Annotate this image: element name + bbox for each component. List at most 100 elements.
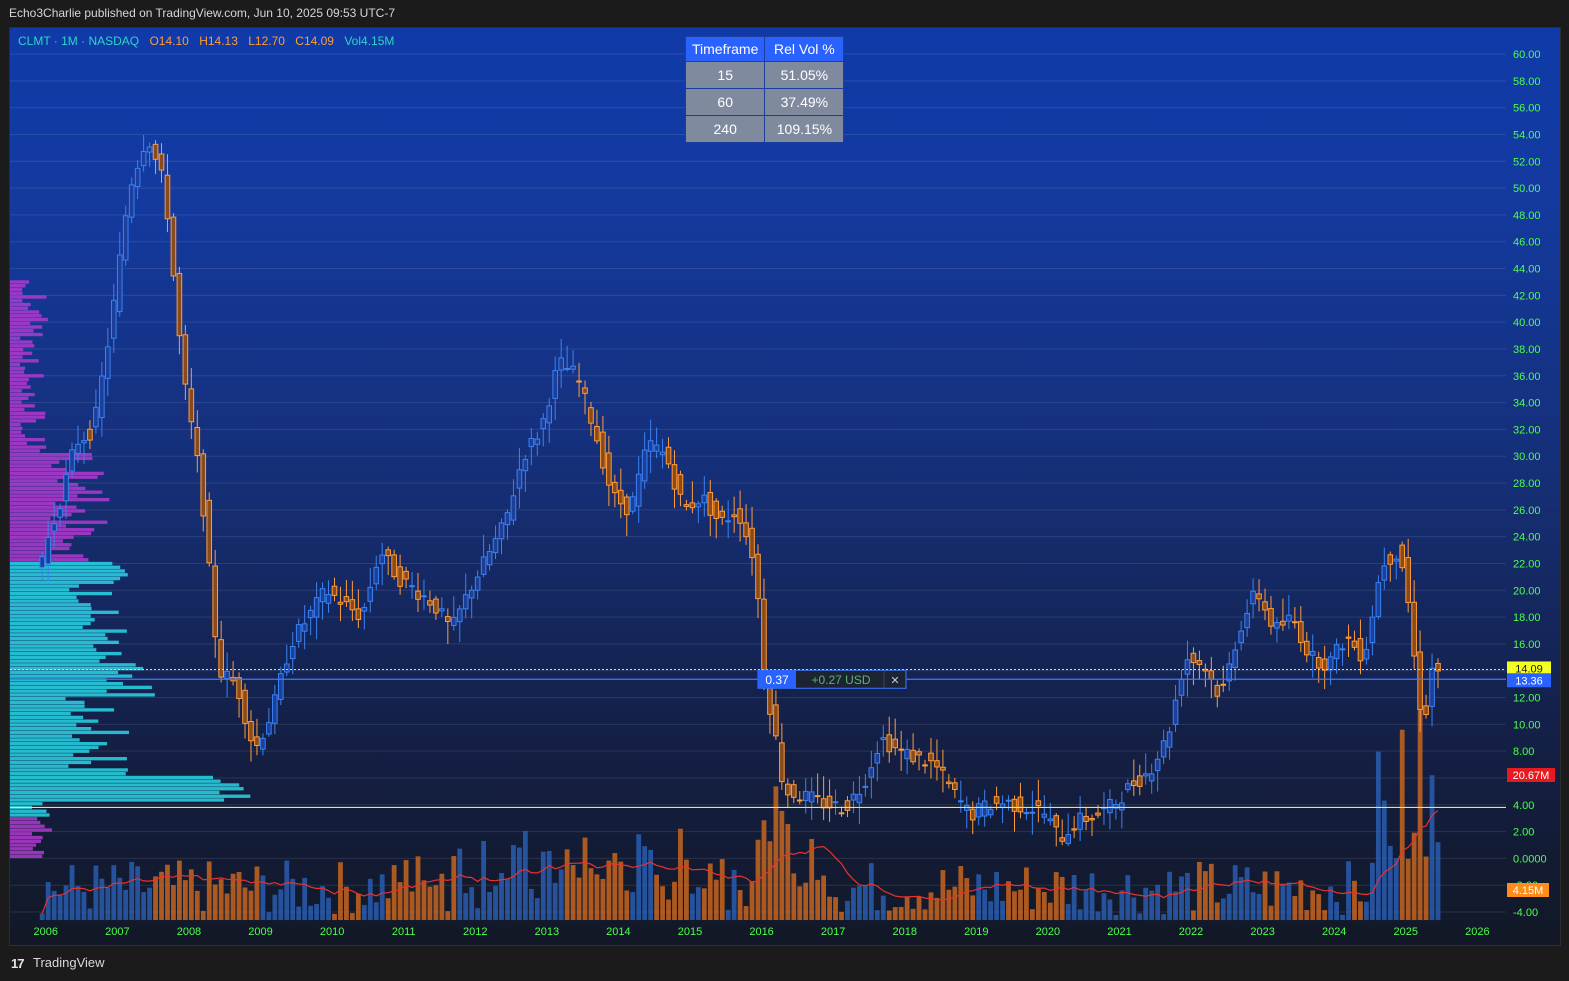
candle-body bbox=[1160, 740, 1167, 758]
candle-body bbox=[743, 522, 749, 538]
profile-bar bbox=[10, 775, 214, 780]
time-tick-label: 2025 bbox=[1394, 926, 1418, 938]
chart-pane[interactable]: 0.37 +0.27 USD ✕ 60.00 58.00 56.00 54.00 52.00 5… bbox=[9, 27, 1561, 946]
profile-bar bbox=[10, 839, 42, 843]
time-tick-label: 2016 bbox=[749, 926, 773, 938]
candle-body bbox=[498, 522, 505, 540]
candle-body bbox=[486, 551, 493, 566]
price-chart[interactable]: 0.37 +0.27 USD ✕ 60.00 58.00 56.00 54.00 52.00 5… bbox=[10, 28, 1560, 945]
profile-bar bbox=[10, 742, 108, 746]
volume-bar bbox=[534, 898, 540, 921]
candle-body bbox=[373, 566, 380, 585]
candle-body bbox=[1071, 828, 1077, 831]
volume-bar bbox=[165, 864, 170, 921]
candle-body bbox=[409, 585, 415, 588]
publisher-line: Echo3Charlie published on TradingView.co… bbox=[9, 6, 396, 20]
candle-body bbox=[1166, 731, 1173, 748]
volume-bar bbox=[815, 879, 821, 921]
candle-body bbox=[1369, 616, 1376, 644]
volume-bar bbox=[606, 860, 612, 921]
price-tick-label: 28.00 bbox=[1513, 478, 1541, 490]
price-tick-label: -4.00 bbox=[1513, 907, 1538, 919]
volume-bar bbox=[1149, 890, 1155, 921]
volume-bar bbox=[1185, 872, 1190, 921]
candle-body bbox=[242, 689, 248, 724]
volume-bar bbox=[81, 891, 87, 921]
candle-body bbox=[1417, 651, 1423, 711]
volume-bar bbox=[988, 901, 994, 921]
candle-body bbox=[659, 451, 666, 456]
candle-body bbox=[51, 523, 57, 532]
candle-body bbox=[981, 800, 988, 817]
legend-high: H14.13 bbox=[199, 34, 238, 48]
candle-body bbox=[182, 334, 189, 385]
candle-body bbox=[1232, 649, 1238, 669]
candle-body bbox=[946, 781, 952, 785]
profile-bar bbox=[10, 817, 38, 821]
tradingview-brand[interactable]: TradingView bbox=[33, 955, 105, 970]
candle-body bbox=[468, 589, 475, 599]
volume-bar bbox=[1340, 914, 1345, 921]
profile-bar bbox=[10, 569, 125, 573]
volume-bar bbox=[194, 890, 200, 921]
candle-body bbox=[647, 440, 654, 452]
price-tick-label: 44.00 bbox=[1513, 264, 1541, 276]
volume-bar bbox=[332, 913, 337, 921]
candle-body bbox=[1184, 659, 1191, 675]
candle-body bbox=[1250, 590, 1256, 605]
profile-bar bbox=[10, 681, 123, 686]
candle-body bbox=[540, 418, 547, 430]
volume-bar bbox=[1268, 905, 1274, 921]
volume-bar bbox=[636, 834, 642, 921]
price-tick-label: 40.00 bbox=[1513, 317, 1541, 329]
price-tick-label: 34.00 bbox=[1513, 398, 1541, 410]
profile-bar bbox=[10, 760, 92, 765]
candle-body bbox=[158, 153, 165, 171]
volume-bar bbox=[1304, 910, 1310, 921]
volume-bar bbox=[1417, 710, 1423, 921]
profile-bar bbox=[10, 392, 35, 397]
volume-badge: 4.15M bbox=[1513, 885, 1544, 897]
volume-bar bbox=[1429, 775, 1435, 921]
candle-body bbox=[301, 623, 308, 632]
price-tick-label: 30.00 bbox=[1513, 451, 1541, 463]
price-tick-label: 42.00 bbox=[1513, 290, 1541, 302]
candle-body bbox=[367, 586, 374, 602]
profile-bar bbox=[10, 347, 24, 352]
candle-body bbox=[266, 722, 272, 735]
volume-bar bbox=[99, 878, 105, 921]
profile-bar bbox=[10, 768, 128, 772]
measure-tag[interactable]: 0.37 +0.27 USD ✕ bbox=[757, 669, 907, 689]
price-tick-label: 32.00 bbox=[1513, 424, 1541, 436]
candle-body bbox=[504, 512, 511, 526]
candle-body bbox=[1202, 668, 1209, 672]
candle-body bbox=[576, 380, 582, 383]
profile-bar bbox=[10, 317, 48, 322]
candle-body bbox=[1435, 662, 1441, 672]
candle-body bbox=[1077, 812, 1083, 830]
profile-bar bbox=[10, 389, 22, 393]
profile-bar bbox=[10, 847, 33, 851]
candle-body bbox=[594, 426, 600, 442]
volume-bar bbox=[1256, 893, 1262, 921]
volume-bar bbox=[719, 859, 725, 921]
volume-bar bbox=[182, 880, 188, 921]
time-tick-label: 2006 bbox=[34, 926, 58, 938]
profile-bar bbox=[10, 790, 220, 795]
rel-vol-value: 109.15% bbox=[764, 115, 845, 143]
footer-bar: 17 TradingView bbox=[0, 944, 1569, 981]
profile-bar bbox=[10, 783, 240, 787]
profile-bar bbox=[10, 603, 91, 607]
profile-bar bbox=[10, 753, 74, 757]
volume-bar bbox=[922, 909, 928, 921]
price-tick-label: 56.00 bbox=[1513, 103, 1541, 115]
volume-bar bbox=[845, 900, 850, 921]
profile-bar bbox=[10, 809, 47, 813]
candle-body bbox=[439, 608, 445, 612]
candle-body bbox=[522, 459, 529, 472]
rel-vol-timeframe: 15 bbox=[684, 61, 766, 89]
profile-bar bbox=[10, 708, 115, 712]
candle-body bbox=[1083, 815, 1089, 822]
profile-bar bbox=[10, 614, 91, 618]
close-icon[interactable]: ✕ bbox=[890, 675, 899, 687]
